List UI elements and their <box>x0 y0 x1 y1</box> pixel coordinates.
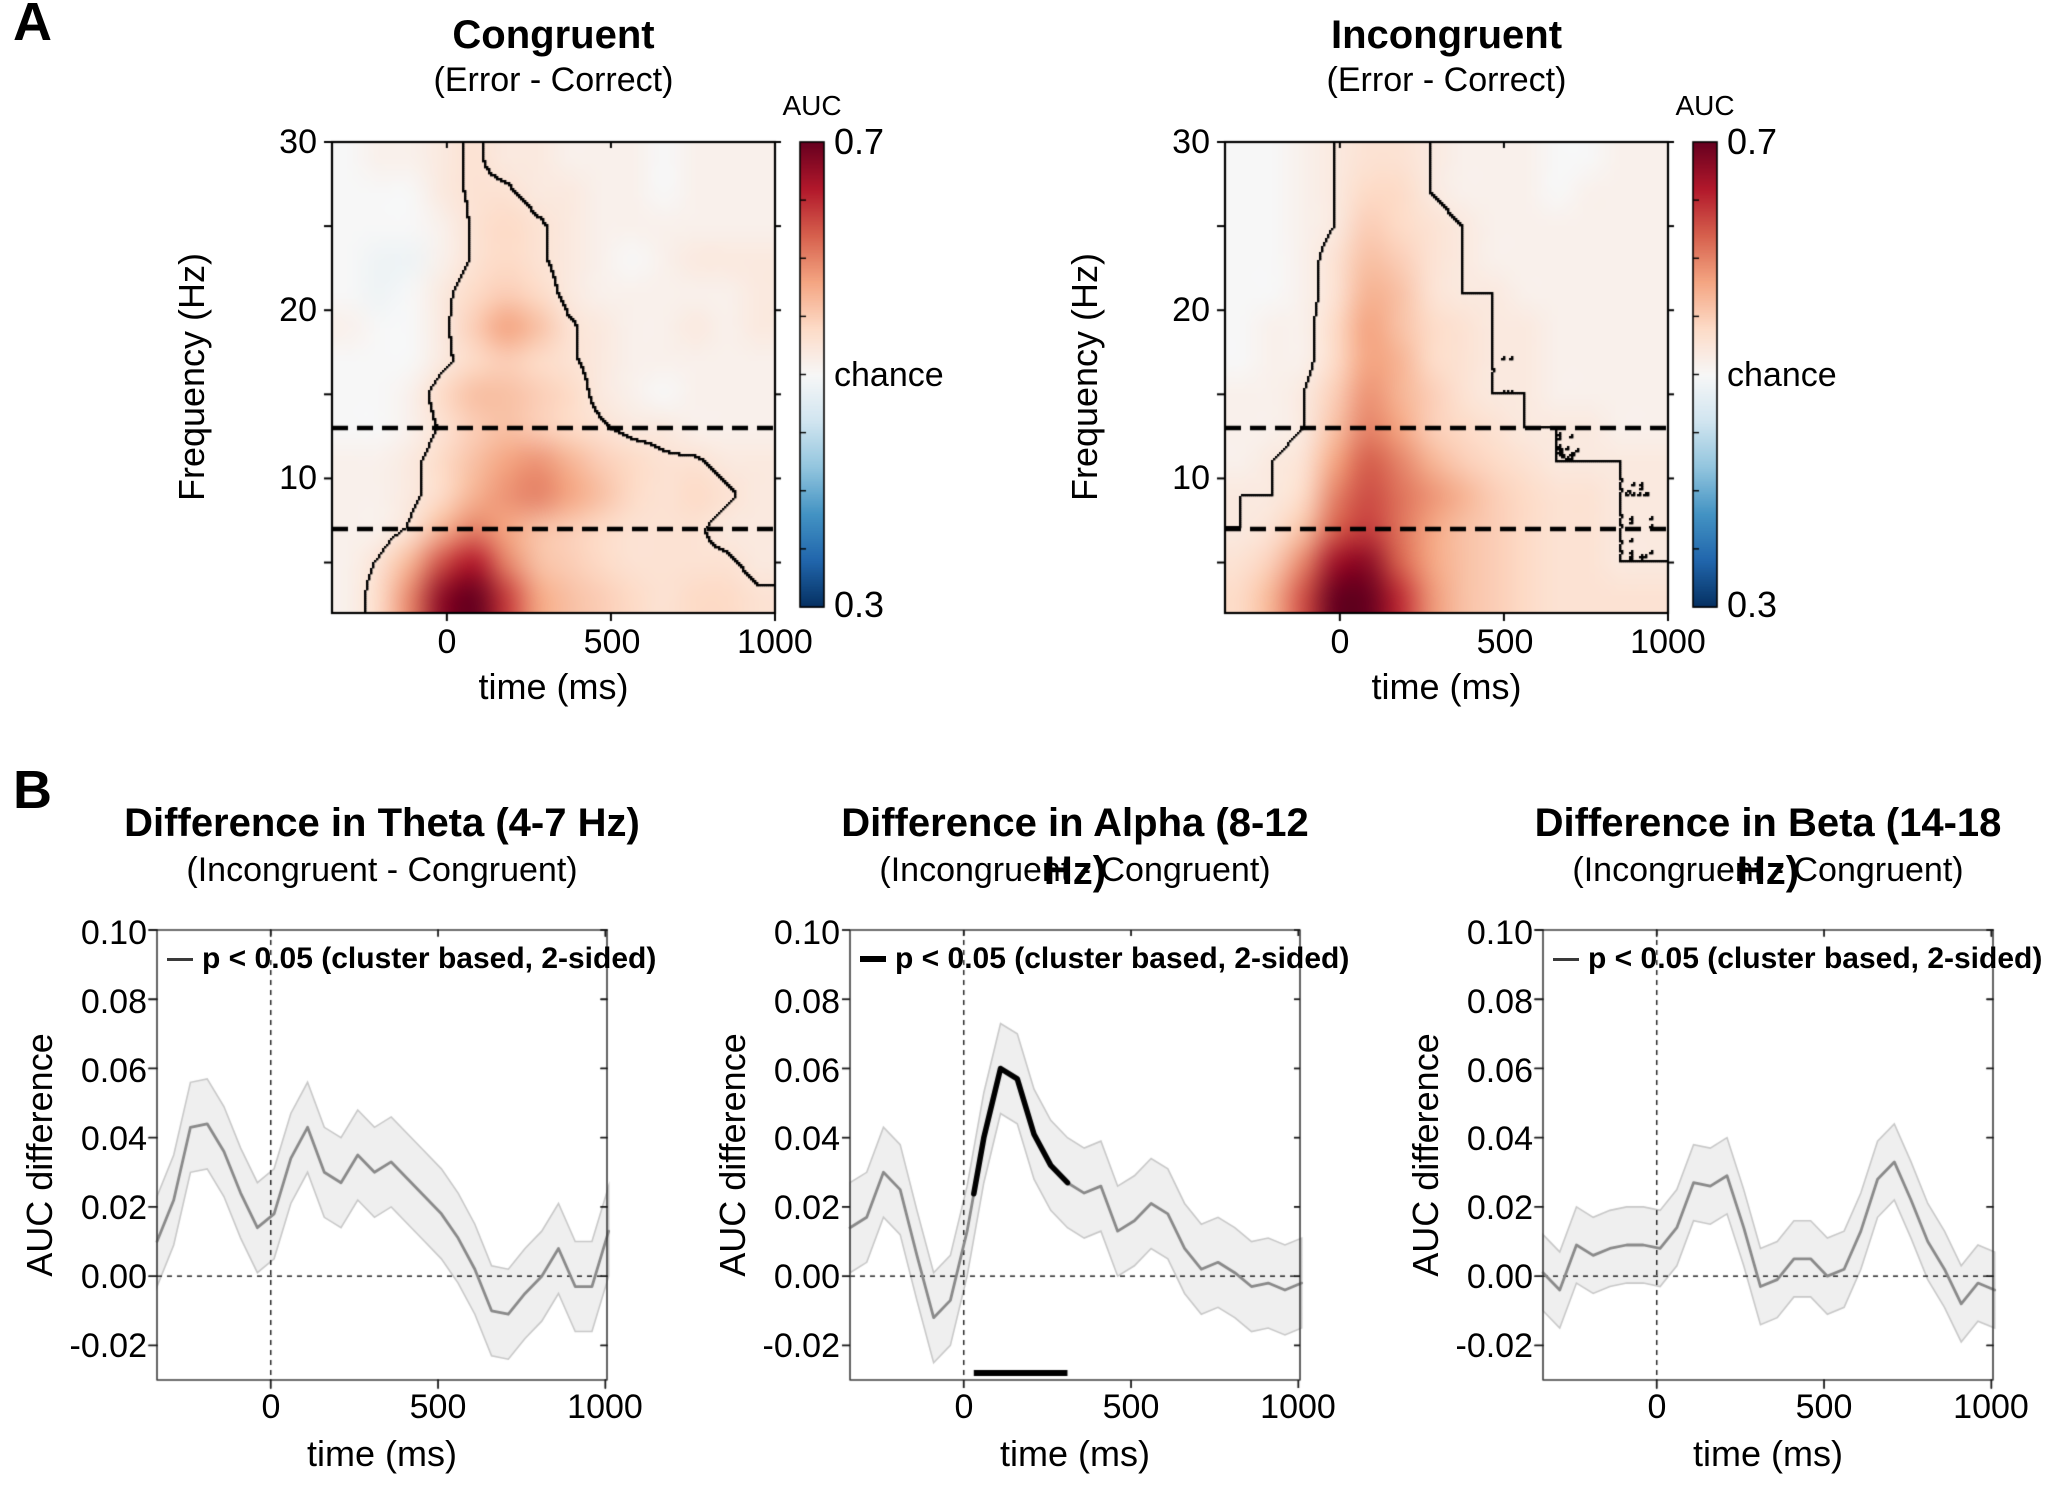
legend-line-icon <box>167 957 193 961</box>
y-axis-label: Frequency (Hz) <box>1064 252 1105 502</box>
x-tick-label: 1000 <box>1630 623 1706 661</box>
x-axis-label: time (ms) <box>1371 666 1522 707</box>
subplot-subtitle: (Incongruent - Congruent) <box>1572 851 1964 889</box>
x-tick-label: 500 <box>409 1388 467 1426</box>
y-tick-label: 0.06 <box>773 1052 840 1090</box>
x-tick-label: 1000 <box>567 1388 643 1426</box>
legend: p < 0.05 (cluster based, 2-sided) <box>167 942 657 975</box>
legend-line-icon <box>860 956 886 962</box>
x-tick-label: 500 <box>1795 1388 1853 1426</box>
colorbar-chance-label: chance <box>1727 356 1837 394</box>
legend-label: p < 0.05 (cluster based, 2-sided) <box>1588 942 2043 975</box>
x-tick-label: 0 <box>1647 1388 1667 1426</box>
y-axis-label: Frequency (Hz) <box>171 252 212 502</box>
colorbar-title: AUC <box>782 90 842 121</box>
legend-line-icon <box>1553 957 1579 961</box>
colorbar-min-label: 0.3 <box>1727 584 1778 625</box>
legend: p < 0.05 (cluster based, 2-sided) <box>1553 942 2043 975</box>
subplot-title: Incongruent <box>1330 13 1563 57</box>
alpha-line-canvas <box>836 916 1314 1394</box>
y-tick-label: 0.08 <box>80 983 147 1021</box>
y-tick-label: -0.02 <box>1455 1327 1534 1365</box>
y-tick-label: 20 <box>279 291 317 329</box>
incongruent-heatmap-canvas <box>1211 128 1682 627</box>
y-tick-label: 0.02 <box>80 1189 147 1227</box>
colorbar-max-label: 0.7 <box>834 121 885 162</box>
panel-a-label: A <box>13 0 52 52</box>
y-tick-label: 0.10 <box>1466 914 1533 952</box>
subplot-title: Difference in Alpha (8-12 Hz) <box>841 801 1309 893</box>
y-tick-label: 0.04 <box>1466 1120 1533 1158</box>
x-axis-label: time (ms) <box>307 1433 457 1474</box>
y-tick-label: 0.06 <box>1466 1052 1533 1090</box>
subplot-subtitle: (Incongruent - Congruent) <box>186 851 578 889</box>
x-tick-label: 1000 <box>1260 1388 1336 1426</box>
x-tick-label: 0 <box>261 1388 281 1426</box>
x-tick-label: 1000 <box>1953 1388 2029 1426</box>
x-tick-label: 500 <box>1476 623 1534 661</box>
colorbar-canvas <box>792 134 832 615</box>
y-tick-label: 0.00 <box>1466 1258 1533 1296</box>
subplot-title: Difference in Beta (14-18 Hz) <box>1534 801 2002 893</box>
y-tick-label: 0.04 <box>80 1120 147 1158</box>
legend-label: p < 0.05 (cluster based, 2-sided) <box>895 942 1350 975</box>
colorbar-canvas <box>1685 134 1725 615</box>
y-tick-label: 0.02 <box>773 1189 840 1227</box>
x-tick-label: 500 <box>1102 1388 1160 1426</box>
y-tick-label: 0.04 <box>773 1120 840 1158</box>
x-tick-label: 0 <box>437 623 457 661</box>
y-tick-label: 0.06 <box>80 1052 147 1090</box>
panel-b-label: B <box>13 760 52 820</box>
legend-label: p < 0.05 (cluster based, 2-sided) <box>202 942 657 975</box>
y-axis-label: AUC difference <box>19 1033 60 1277</box>
colorbar-min-label: 0.3 <box>834 584 885 625</box>
theta-line-canvas <box>143 916 621 1394</box>
y-tick-label: -0.02 <box>69 1327 148 1365</box>
subplot-title: Difference in Theta (4-7 Hz) <box>124 801 640 845</box>
legend: p < 0.05 (cluster based, 2-sided) <box>860 942 1350 975</box>
subplot-subtitle: (Incongruent - Congruent) <box>879 851 1271 889</box>
x-tick-label: 0 <box>1330 623 1350 661</box>
y-tick-label: -0.02 <box>762 1327 841 1365</box>
congruent-heatmap-canvas <box>318 128 789 627</box>
colorbar-chance-label: chance <box>834 356 944 394</box>
colorbar-title: AUC <box>1675 90 1735 121</box>
subplot-subtitle: (Error - Correct) <box>433 61 674 99</box>
beta-line-canvas <box>1529 916 2007 1394</box>
y-tick-label: 0.08 <box>1466 983 1533 1021</box>
y-tick-label: 0.08 <box>773 983 840 1021</box>
y-tick-label: 10 <box>279 459 317 497</box>
y-tick-label: 30 <box>279 123 317 161</box>
x-tick-label: 0 <box>954 1388 974 1426</box>
x-tick-label: 1000 <box>737 623 813 661</box>
x-axis-label: time (ms) <box>1000 1433 1150 1474</box>
x-axis-label: time (ms) <box>478 666 629 707</box>
subplot-subtitle: (Error - Correct) <box>1326 61 1567 99</box>
y-tick-label: 30 <box>1172 123 1210 161</box>
y-tick-label: 0.00 <box>773 1258 840 1296</box>
y-axis-label: AUC difference <box>1405 1033 1446 1277</box>
y-tick-label: 0.10 <box>773 914 840 952</box>
y-axis-label: AUC difference <box>712 1033 753 1277</box>
y-tick-label: 0.00 <box>80 1258 147 1296</box>
y-tick-label: 20 <box>1172 291 1210 329</box>
y-tick-label: 0.10 <box>80 914 147 952</box>
x-tick-label: 500 <box>583 623 641 661</box>
x-axis-label: time (ms) <box>1693 1433 1843 1474</box>
colorbar-max-label: 0.7 <box>1727 121 1778 162</box>
y-tick-label: 10 <box>1172 459 1210 497</box>
subplot-title: Congruent <box>452 13 655 57</box>
y-tick-label: 0.02 <box>1466 1189 1533 1227</box>
